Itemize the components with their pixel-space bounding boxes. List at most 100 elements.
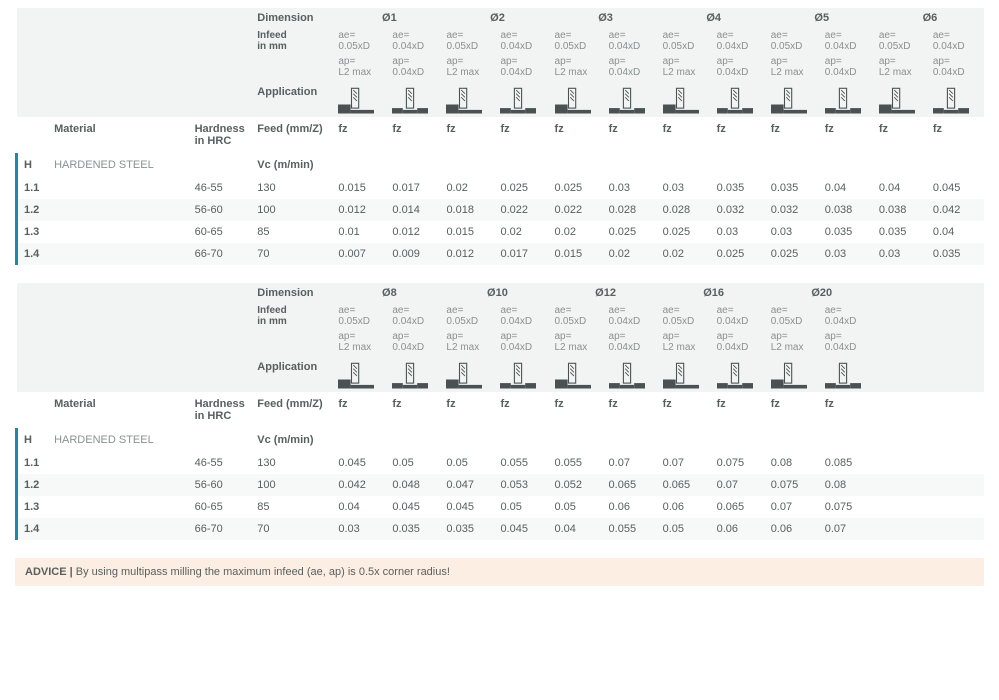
ae-header: ae= 0.05xD bbox=[552, 303, 606, 329]
milling-icon-side bbox=[335, 83, 389, 117]
milling-icon-face bbox=[497, 83, 551, 117]
infeed-label: Infeed in mm bbox=[254, 303, 335, 358]
section-code: H bbox=[17, 153, 52, 177]
row-hrc: 56-60 bbox=[192, 199, 255, 221]
diameter-header: Ø10 bbox=[443, 283, 551, 303]
data-row: 1.466-70700.030.0350.0350.0450.040.0550.… bbox=[17, 518, 985, 540]
ae-header: ae= 0.05xD bbox=[660, 303, 714, 329]
material-label: Material bbox=[51, 392, 192, 428]
fz-label: fz bbox=[822, 392, 876, 428]
fz-label: fz bbox=[497, 392, 551, 428]
milling-icon-face bbox=[930, 83, 984, 117]
fz-label: fz bbox=[714, 117, 768, 153]
ae-header: ae= 0.05xD bbox=[768, 28, 822, 54]
row-value: 0.03 bbox=[335, 518, 389, 540]
row-value: 0.025 bbox=[660, 221, 714, 243]
ap-header: ap= L2 max bbox=[443, 329, 497, 358]
ae-header: ae= 0.04xD bbox=[606, 303, 660, 329]
milling-icon-side bbox=[552, 358, 606, 392]
row-value: 0.035 bbox=[443, 518, 497, 540]
fz-label: fz bbox=[930, 117, 984, 153]
dimension-row: DimensionØ8Ø10Ø12Ø16Ø20 bbox=[17, 283, 985, 303]
infeed-ap-row: ap= L2 maxap= 0.04xDap= L2 maxap= 0.04xD… bbox=[17, 54, 985, 83]
row-value: 0.035 bbox=[930, 243, 984, 265]
row-value: 0.03 bbox=[822, 243, 876, 265]
ae-header: ae= 0.05xD bbox=[335, 28, 389, 54]
fz-label: fz bbox=[335, 117, 389, 153]
row-value: 0.053 bbox=[497, 474, 551, 496]
advice-label: ADVICE bbox=[25, 566, 67, 578]
fz-label: fz bbox=[606, 117, 660, 153]
feed-label: Feed (mm/Z) bbox=[254, 117, 335, 153]
section-code: H bbox=[17, 428, 52, 452]
milling-icon-face bbox=[497, 358, 551, 392]
row-value: 0.07 bbox=[660, 452, 714, 474]
row-code: 1.2 bbox=[17, 474, 52, 496]
row-value: 0.02 bbox=[443, 177, 497, 199]
row-value: 0.032 bbox=[768, 199, 822, 221]
ap-header: ap= L2 max bbox=[335, 329, 389, 358]
ap-header: ap= 0.04xD bbox=[497, 54, 551, 83]
ap-header: ap= 0.04xD bbox=[606, 54, 660, 83]
infeed-ap-row: ap= L2 maxap= 0.04xDap= L2 maxap= 0.04xD… bbox=[17, 329, 985, 358]
feed-label: Feed (mm/Z) bbox=[254, 392, 335, 428]
row-value: 0.04 bbox=[930, 221, 984, 243]
row-value: 0.007 bbox=[335, 243, 389, 265]
fz-label: fz bbox=[822, 117, 876, 153]
row-value: 0.045 bbox=[389, 496, 443, 518]
row-value: 0.03 bbox=[768, 221, 822, 243]
row-code: 1.1 bbox=[17, 452, 52, 474]
row-code: 1.3 bbox=[17, 221, 52, 243]
row-value: 0.03 bbox=[606, 177, 660, 199]
row-vc: 100 bbox=[254, 474, 335, 496]
row-value: 0.04 bbox=[335, 496, 389, 518]
row-value: 0.035 bbox=[768, 177, 822, 199]
milling-icon-side bbox=[768, 83, 822, 117]
diameter-header: Ø12 bbox=[552, 283, 660, 303]
diameter-header: Ø20 bbox=[768, 283, 876, 303]
row-code: 1.4 bbox=[17, 518, 52, 540]
milling-icon-side bbox=[660, 358, 714, 392]
diameter-header: Ø16 bbox=[660, 283, 768, 303]
diameter-header: Ø2 bbox=[443, 8, 551, 28]
row-value: 0.06 bbox=[660, 496, 714, 518]
ap-header: ap= L2 max bbox=[876, 54, 930, 83]
ae-header: ae= 0.05xD bbox=[443, 303, 497, 329]
diameter-header: Ø8 bbox=[335, 283, 443, 303]
row-hrc: 66-70 bbox=[192, 518, 255, 540]
ap-header: ap= L2 max bbox=[552, 54, 606, 83]
row-value: 0.03 bbox=[876, 243, 930, 265]
ae-header: ae= 0.04xD bbox=[497, 28, 551, 54]
infeed-ae-row: Infeed in mmae= 0.05xDae= 0.04xDae= 0.05… bbox=[17, 28, 985, 54]
row-value: 0.028 bbox=[606, 199, 660, 221]
ap-header: ap= L2 max bbox=[660, 54, 714, 83]
data-row: 1.146-551300.0450.050.050.0550.0550.070.… bbox=[17, 452, 985, 474]
row-value: 0.01 bbox=[335, 221, 389, 243]
row-code: 1.2 bbox=[17, 199, 52, 221]
row-value: 0.035 bbox=[714, 177, 768, 199]
row-value: 0.017 bbox=[497, 243, 551, 265]
row-value: 0.025 bbox=[552, 177, 606, 199]
material-label: Material bbox=[51, 117, 192, 153]
row-value: 0.025 bbox=[768, 243, 822, 265]
ap-header: ap= 0.04xD bbox=[714, 54, 768, 83]
row-value: 0.04 bbox=[876, 177, 930, 199]
ae-header: ae= 0.04xD bbox=[389, 28, 443, 54]
hardness-label: Hardness in HRC bbox=[192, 392, 255, 428]
ap-header: ap= 0.04xD bbox=[389, 54, 443, 83]
ap-header: ap= L2 max bbox=[335, 54, 389, 83]
ap-header: ap= L2 max bbox=[552, 329, 606, 358]
row-value: 0.065 bbox=[714, 496, 768, 518]
milling-icon-side bbox=[443, 358, 497, 392]
row-value: 0.012 bbox=[443, 243, 497, 265]
row-hrc: 46-55 bbox=[192, 452, 255, 474]
advice-text: By using multipass milling the maximum i… bbox=[76, 566, 450, 578]
ap-header: ap= 0.04xD bbox=[389, 329, 443, 358]
infeed-label: Infeed in mm bbox=[254, 28, 335, 83]
row-vc: 85 bbox=[254, 221, 335, 243]
infeed-ae-row: Infeed in mmae= 0.05xDae= 0.04xDae= 0.05… bbox=[17, 303, 985, 329]
row-value: 0.009 bbox=[389, 243, 443, 265]
row-value: 0.03 bbox=[714, 221, 768, 243]
row-value: 0.055 bbox=[552, 452, 606, 474]
row-value: 0.075 bbox=[822, 496, 876, 518]
